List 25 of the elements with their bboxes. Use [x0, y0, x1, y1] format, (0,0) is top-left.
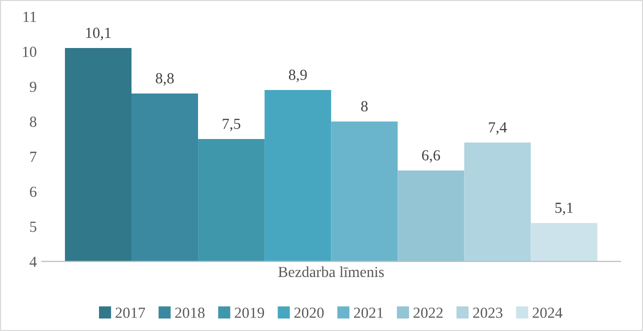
y-tick-label: 7 — [30, 152, 36, 162]
y-tick-label: 9 — [30, 82, 36, 92]
legend-label: 2018 — [175, 308, 205, 318]
y-tick-label: 4 — [30, 256, 37, 267]
y-tick-label: 5 — [30, 222, 36, 232]
data-label: 8 — [361, 101, 368, 112]
data-label: 8,8 — [156, 73, 174, 86]
legend-label: 2023 — [473, 308, 502, 318]
y-tick-label: 8 — [30, 116, 36, 127]
legend-label: 2022 — [414, 308, 443, 318]
legend-label: 2024 — [532, 308, 562, 318]
legend-label: 2019 — [234, 308, 264, 318]
data-label: 5,1 — [555, 202, 573, 216]
data-label: 7,4 — [488, 122, 507, 135]
legend-label: 2021 — [354, 308, 383, 318]
data-label: 10,1 — [86, 28, 111, 40]
legend-label: 2017 — [116, 308, 146, 318]
data-label: 6,6 — [422, 150, 440, 163]
legend-label: 2020 — [294, 308, 324, 318]
y-tick-label: 6 — [30, 186, 36, 197]
x-tick-label: Bezdarba līmenis — [278, 266, 384, 278]
data-label: 8,9 — [288, 70, 307, 82]
y-tick-label: 10 — [23, 46, 36, 57]
data-label: 7,5 — [222, 118, 240, 132]
y-tick-label: 11 — [24, 12, 36, 22]
